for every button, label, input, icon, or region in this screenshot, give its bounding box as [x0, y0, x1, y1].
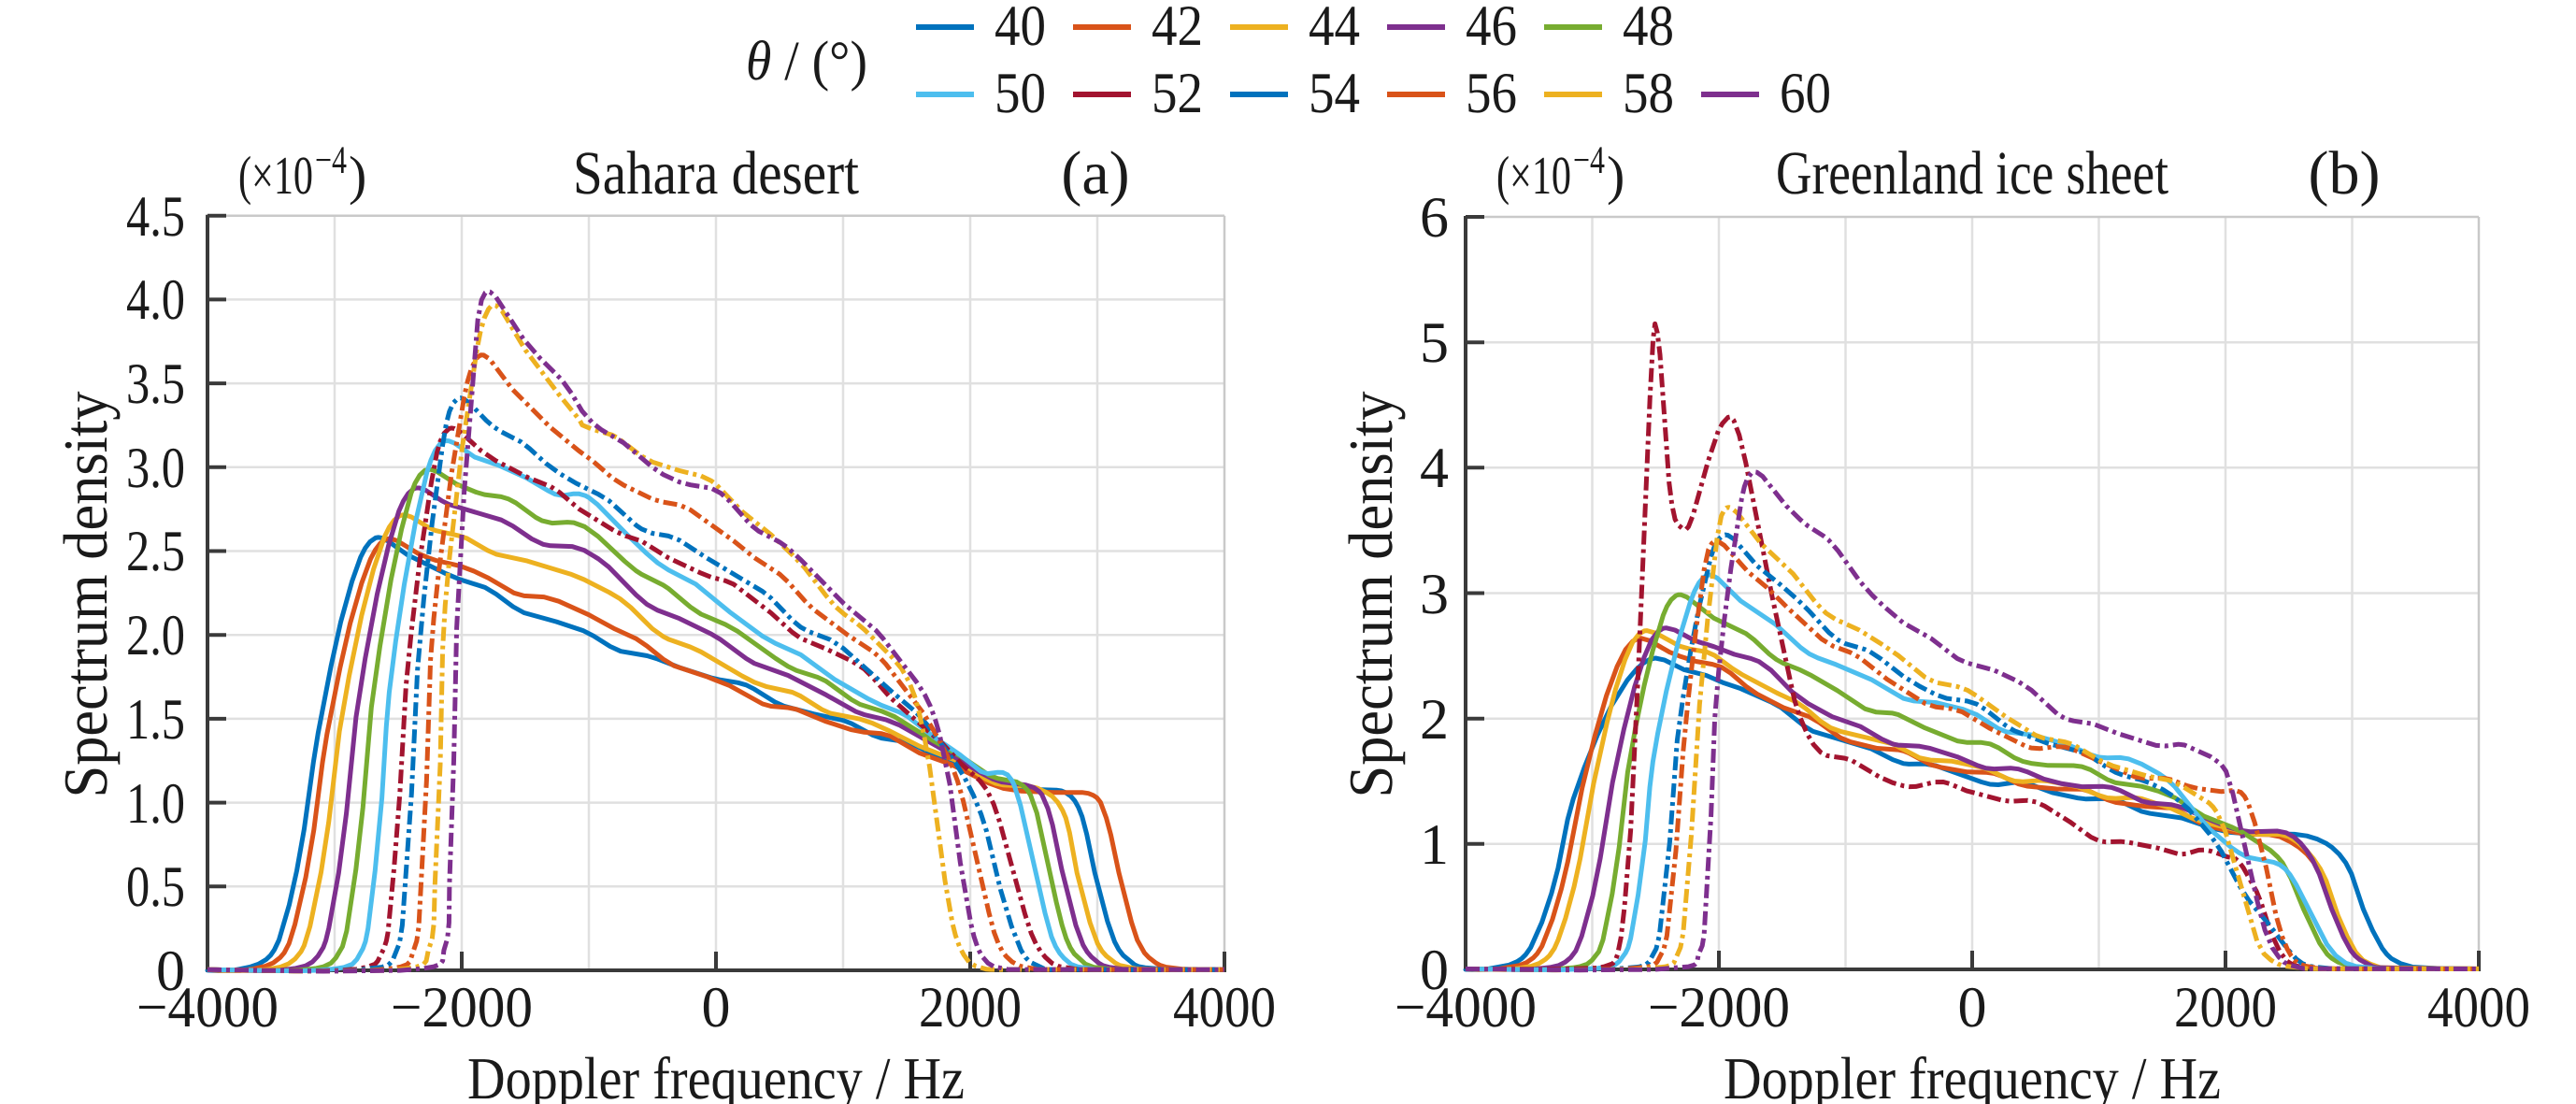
svg-text:−4: −4 — [315, 139, 347, 182]
svg-text:0.5: 0.5 — [126, 855, 185, 919]
svg-text:60: 60 — [1780, 62, 1831, 125]
svg-text:Doppler frequency / Hz: Doppler frequency / Hz — [467, 1045, 965, 1104]
svg-text:3: 3 — [1420, 563, 1449, 626]
svg-text:48: 48 — [1623, 0, 1674, 58]
svg-text:4: 4 — [1420, 437, 1449, 500]
svg-text:1: 1 — [1420, 813, 1449, 877]
svg-text:): ) — [349, 145, 366, 206]
svg-text:2: 2 — [1420, 688, 1449, 752]
svg-text:56: 56 — [1466, 62, 1517, 125]
svg-text:2.5: 2.5 — [126, 520, 185, 583]
svg-text:4000: 4000 — [2427, 976, 2530, 1039]
svg-text:(a): (a) — [1061, 139, 1129, 208]
svg-text:Spectrum density: Spectrum density — [1337, 391, 1406, 797]
svg-text:Greenland ice sheet: Greenland ice sheet — [1776, 139, 2168, 208]
svg-text:−4: −4 — [1573, 139, 1605, 182]
svg-text:−2000: −2000 — [1648, 976, 1790, 1039]
svg-text:40: 40 — [995, 0, 1046, 58]
svg-text:2000: 2000 — [919, 976, 1022, 1039]
svg-text:−4000: −4000 — [136, 976, 279, 1039]
svg-text:1.0: 1.0 — [126, 772, 185, 836]
svg-text:4.0: 4.0 — [126, 268, 185, 332]
svg-text:(×10: (×10 — [1496, 145, 1571, 206]
svg-text:42: 42 — [1152, 0, 1203, 58]
svg-text:Sahara desert: Sahara desert — [573, 139, 859, 208]
svg-text:52: 52 — [1152, 62, 1203, 125]
svg-text:−2000: −2000 — [391, 976, 533, 1039]
svg-text:): ) — [1607, 145, 1624, 206]
svg-text:−4000: −4000 — [1395, 976, 1537, 1039]
svg-text:5: 5 — [1420, 311, 1449, 375]
svg-text:4.5: 4.5 — [126, 185, 185, 249]
svg-text:58: 58 — [1623, 62, 1674, 125]
svg-text:0: 0 — [156, 939, 185, 1003]
svg-text:3.0: 3.0 — [126, 437, 185, 500]
svg-text:4000: 4000 — [1173, 976, 1276, 1039]
svg-text:0: 0 — [1958, 976, 1987, 1039]
svg-text:0: 0 — [702, 976, 731, 1039]
svg-text:(×10: (×10 — [238, 145, 313, 206]
svg-text:Spectrum density: Spectrum density — [51, 391, 121, 797]
svg-text:Doppler frequency / Hz: Doppler frequency / Hz — [1724, 1045, 2221, 1104]
svg-text:44: 44 — [1309, 0, 1360, 58]
svg-text:θ / (°): θ / (°) — [746, 30, 867, 92]
svg-text:2000: 2000 — [2174, 976, 2277, 1039]
svg-text:(b): (b) — [2309, 139, 2381, 208]
svg-text:2.0: 2.0 — [126, 604, 185, 667]
svg-text:1.5: 1.5 — [126, 688, 185, 752]
svg-text:46: 46 — [1466, 0, 1517, 58]
svg-text:0: 0 — [1420, 939, 1449, 1002]
svg-text:50: 50 — [995, 62, 1046, 125]
svg-text:3.5: 3.5 — [126, 352, 185, 416]
svg-text:54: 54 — [1309, 62, 1360, 125]
svg-text:6: 6 — [1420, 186, 1449, 250]
